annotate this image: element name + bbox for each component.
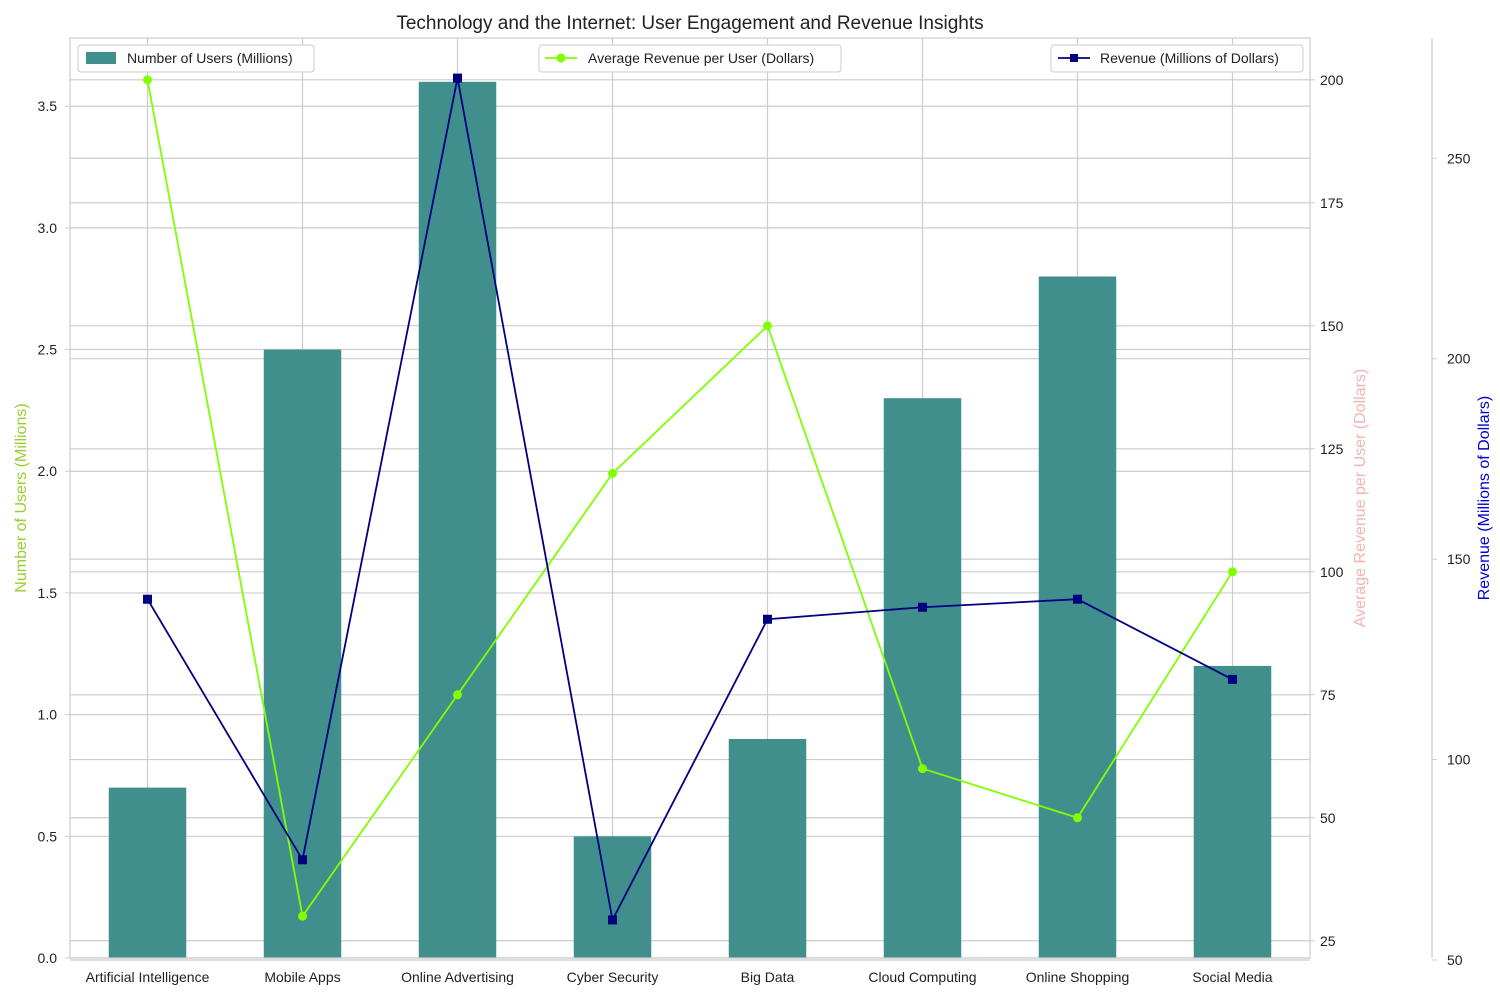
x-tick-label: Online Advertising [401,969,514,985]
legend-revenue-box [1050,44,1304,73]
point-series-2-5[interactable] [918,602,927,612]
x-tick-label: Cloud Computing [868,969,976,985]
x-tick-label: Online Shopping [1026,969,1130,985]
point-series-2-6[interactable] [1073,594,1082,604]
right-tick-label: 125 [1320,441,1344,457]
bar-users-5[interactable] [883,398,962,958]
point-series-1-0[interactable] [143,75,152,85]
point-series-1-7[interactable] [1228,567,1237,577]
point-series-2-7[interactable] [1228,674,1237,684]
legend-arpu-box [538,44,842,73]
far-right-tick-label: 250 [1447,150,1471,166]
grid-lines [70,38,1310,961]
plot-frame [69,37,1311,959]
x-tick-label: Big Data [741,969,795,985]
legend-users-swatch [86,52,116,64]
line-series-2 [146,77,1233,923]
legend-revenue-label: Revenue (Millions of Dollars) [1100,50,1279,66]
point-series-2-4[interactable] [763,614,772,624]
left-tick-label: 3.5 [38,98,58,114]
point-series-2-0[interactable] [143,594,152,604]
right-tick-label: 200 [1320,72,1344,88]
legend-arpu-label: Average Revenue per User (Dollars) [588,50,814,66]
bar-users-1[interactable] [263,349,342,958]
bar-users-3[interactable] [573,836,652,958]
bar-series [108,81,1272,959]
point-series-1-2[interactable] [453,690,462,700]
legend-users[interactable]: Number of Users (Millions) [77,44,315,73]
point-series-1-1[interactable] [298,911,307,921]
left-tick-label: 2.5 [38,342,58,358]
right-tick-label: 175 [1320,195,1344,211]
line-series-1 [146,79,1234,919]
left-tick-label: 3.0 [38,220,58,236]
legend-revenue-marker [1070,54,1078,62]
bar-users-0[interactable] [108,787,187,958]
legend-users-label: Number of Users (Millions) [127,50,293,66]
tick-labels: 0.0 0.5 1.0 1.5 2.0 2.5 3.0 3.5 25 50 75 100 125 150 1… [38,72,1471,985]
left-tick-label: 2.0 [38,463,58,479]
right-tick-label: 25 [1320,933,1336,949]
point-series-2-3[interactable] [608,915,617,925]
legend-arpu-marker [556,53,566,63]
x-tick-label: Cyber Security [567,969,659,985]
right-tick-label: 75 [1320,687,1336,703]
point-series-1-3[interactable] [608,468,617,478]
left-tick-label: 1.0 [38,707,58,723]
x-tick-label: Social Media [1192,969,1272,985]
point-series-1-4[interactable] [763,321,772,331]
point-series-2-2[interactable] [453,73,462,83]
far-right-tick-label: 200 [1447,351,1471,367]
point-series-2-1[interactable] [298,855,307,865]
right-axis-label: Average Revenue per User (Dollars) [1352,369,1369,627]
right-tick-label: 50 [1320,810,1336,826]
far-right-axis-label: Revenue (Millions of Dollars) [1476,396,1493,601]
left-tick-label: 0.5 [38,828,58,844]
left-axis-label: Number of Users (Millions) [13,403,30,592]
bar-users-2[interactable] [418,81,497,959]
point-series-1-6[interactable] [1073,813,1082,823]
bar-users-4[interactable] [728,738,807,958]
right-tick-label: 150 [1320,318,1344,334]
chart-title: Technology and the Internet: User Engage… [396,13,983,34]
right-tick-label: 100 [1320,564,1344,580]
bar-users-6[interactable] [1038,276,1117,958]
left-tick-label: 1.5 [38,585,58,601]
x-tick-label: Mobile Apps [264,969,340,985]
legend-revenue[interactable]: Revenue (Millions of Dollars) [1050,44,1304,73]
far-right-tick-label: 50 [1447,952,1463,968]
legend-users-box [77,44,315,73]
far-right-tick-label: 150 [1447,551,1471,567]
x-tick-label: Artificial Intelligence [86,969,210,985]
legend-arpu[interactable]: Average Revenue per User (Dollars) [538,44,842,73]
far-right-tick-label: 100 [1447,752,1471,768]
bar-users-7[interactable] [1193,665,1272,958]
point-series-1-5[interactable] [918,764,927,774]
line-series [143,73,1237,925]
left-tick-label: 0.0 [38,950,58,966]
